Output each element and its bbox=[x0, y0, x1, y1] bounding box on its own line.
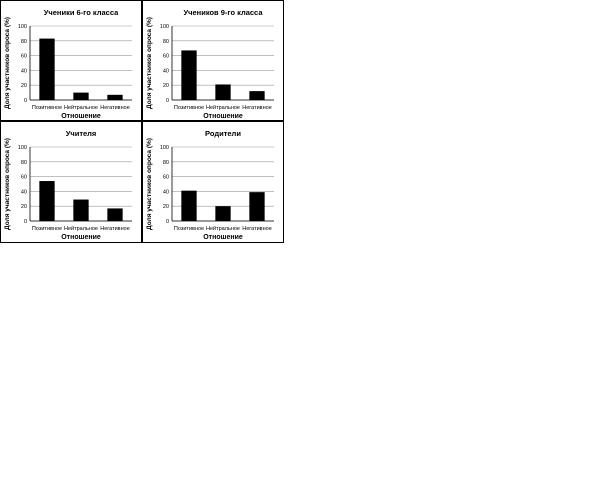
bar-2 bbox=[215, 84, 231, 100]
y-tick-label: 60 bbox=[21, 54, 27, 60]
category-label: Позитивное bbox=[32, 226, 62, 232]
chart-panel-3: Учителя 0 20 40 60 80 100 Позитивное Нейтральное… bbox=[0, 121, 142, 243]
category-label: Позитивное bbox=[32, 105, 62, 111]
category-label: Нейтральное bbox=[206, 104, 240, 111]
y-tick-label: 60 bbox=[21, 175, 27, 181]
category-label: Негативное bbox=[100, 105, 130, 111]
category-label: Позитивное bbox=[174, 105, 204, 111]
y-tick-label: 20 bbox=[21, 83, 27, 89]
bar-2 bbox=[73, 92, 89, 100]
y-tick-label: 20 bbox=[163, 83, 169, 89]
y-tick-label: 100 bbox=[160, 145, 169, 151]
bar-1 bbox=[181, 190, 197, 221]
category-label: Нейтральное bbox=[64, 104, 98, 111]
y-axis-label: Доля участников опроса (%) bbox=[146, 17, 153, 109]
bar-1 bbox=[39, 38, 55, 100]
bar-3 bbox=[249, 91, 265, 100]
y-tick-label: 100 bbox=[160, 24, 169, 30]
category-label: Нейтральное bbox=[206, 225, 240, 232]
y-tick-label: 0 bbox=[166, 98, 169, 104]
x-axis-label: Отношение bbox=[203, 234, 243, 241]
panel-border bbox=[142, 0, 284, 121]
y-tick-label: 20 bbox=[21, 204, 27, 210]
panel-border bbox=[142, 121, 284, 243]
category-label: Негативное bbox=[100, 226, 130, 232]
y-tick-label: 40 bbox=[21, 68, 27, 74]
bar-2 bbox=[215, 206, 231, 221]
category-label: Нейтральное bbox=[64, 225, 98, 232]
y-tick-label: 40 bbox=[163, 189, 169, 195]
panel-border bbox=[0, 0, 142, 121]
y-tick-label: 40 bbox=[21, 189, 27, 195]
y-tick-label: 80 bbox=[21, 160, 27, 166]
y-tick-label: 80 bbox=[21, 39, 27, 45]
chart-panel-4: Родители 0 20 40 60 80 100 Позитивное Нейтрально… bbox=[142, 121, 284, 243]
y-tick-label: 60 bbox=[163, 175, 169, 181]
category-label: Позитивное bbox=[174, 226, 204, 232]
chart-panel-1: Ученики 6-го класса 0 20 40 60 80 100 Позитивно… bbox=[0, 0, 142, 121]
bar-1 bbox=[39, 181, 55, 221]
y-tick-label: 0 bbox=[24, 98, 27, 104]
category-label: Негативное bbox=[242, 105, 272, 111]
x-axis-label: Отношение bbox=[61, 113, 101, 120]
y-axis-label: Доля участников опроса (%) bbox=[4, 138, 11, 230]
chart-title: Учеников 9-го класса bbox=[183, 8, 263, 17]
y-tick-label: 40 bbox=[163, 68, 169, 74]
chart-title: Учителя bbox=[66, 129, 97, 138]
y-tick-label: 100 bbox=[18, 24, 27, 30]
bar-3 bbox=[107, 208, 123, 221]
bar-3 bbox=[249, 192, 265, 221]
category-label: Негативное bbox=[242, 226, 272, 232]
y-tick-label: 0 bbox=[166, 219, 169, 225]
bar-1 bbox=[181, 50, 197, 100]
chart-panel-2: Учеников 9-го класса 0 20 40 60 80 100 Позитивн… bbox=[142, 0, 284, 121]
y-tick-label: 60 bbox=[163, 54, 169, 60]
y-tick-label: 80 bbox=[163, 39, 169, 45]
bar-2 bbox=[73, 199, 89, 221]
x-axis-label: Отношение bbox=[61, 234, 101, 241]
y-tick-label: 80 bbox=[163, 160, 169, 166]
chart-title: Ученики 6-го класса bbox=[44, 8, 119, 17]
x-axis-label: Отношение bbox=[203, 113, 243, 120]
bar-3 bbox=[107, 94, 123, 100]
y-tick-label: 100 bbox=[18, 145, 27, 151]
y-tick-label: 0 bbox=[24, 219, 27, 225]
y-tick-label: 20 bbox=[163, 204, 169, 210]
y-axis-label: Доля участников опроса (%) bbox=[4, 17, 11, 109]
chart-title: Родители bbox=[205, 129, 241, 138]
panel-border bbox=[0, 121, 142, 243]
y-axis-label: Доля участников опроса (%) bbox=[146, 138, 153, 230]
